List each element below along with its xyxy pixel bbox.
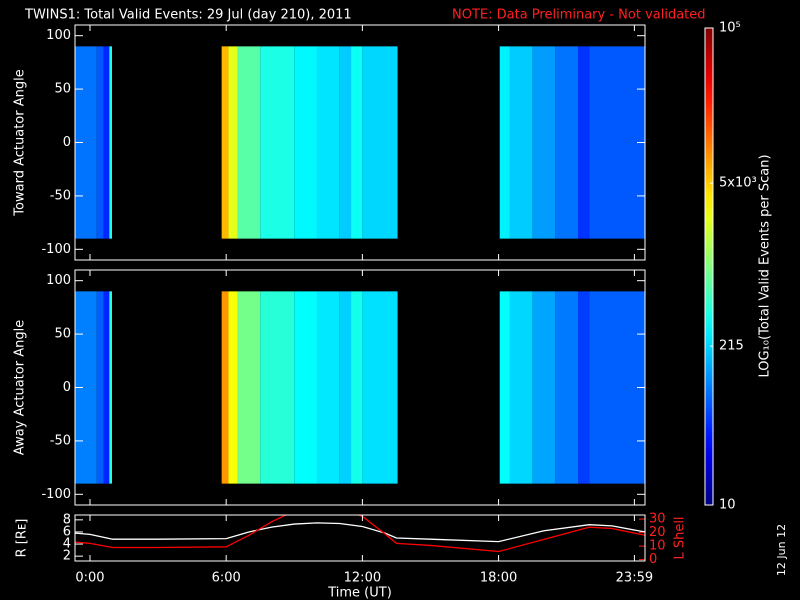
x-tick-label: 0:00 <box>75 571 104 586</box>
heatmap-cell <box>260 46 295 239</box>
x-tick-label: 6:00 <box>212 571 241 586</box>
y-axis-label: Away Actuator Angle <box>13 320 28 455</box>
colorbar-tick-label: 10⁵ <box>719 21 741 36</box>
heatmap-cell <box>362 291 398 484</box>
y-tick-label: -50 <box>50 188 71 203</box>
heatmap-cell <box>532 46 556 239</box>
y-tick-label: 4 <box>63 537 71 552</box>
line-group <box>75 515 645 553</box>
y-tick-label: -50 <box>50 433 71 448</box>
heatmap-cell <box>555 291 579 484</box>
y-tick-label: -100 <box>41 242 71 257</box>
y-tick-label: 100 <box>46 28 71 43</box>
heatmap-cell <box>578 46 590 239</box>
y-tick-label: 2 <box>63 549 71 564</box>
heatmap-cell <box>589 291 645 484</box>
colorbar <box>704 27 714 506</box>
x-axis-label: Time (UT) <box>327 586 392 600</box>
x-tick-label: 23:59 <box>616 571 653 586</box>
series-line <box>75 522 645 543</box>
colorbar-tick-label: 10 <box>719 498 736 513</box>
y-tick-label: 8 <box>63 512 71 527</box>
heatmap-cell <box>509 46 533 239</box>
heatmap-cell <box>499 291 510 484</box>
heatmap-cell <box>509 291 533 484</box>
heatmap-cell <box>103 46 110 239</box>
colorbar-label: LOG₁₀(Total Valid Events per Scan) <box>758 154 773 377</box>
y2-axis-label: L Shell <box>673 516 688 559</box>
heatmap-cell <box>294 291 317 484</box>
note: NOTE: Data Preliminary - Not validated <box>452 8 706 23</box>
y-axis-label: R [Rᴇ] <box>15 519 30 558</box>
y2-tick-label: 0 <box>649 552 657 567</box>
y-tick-label: 0 <box>63 135 71 150</box>
date-stamp: 12 Jun 12 <box>775 524 788 576</box>
series-line <box>75 515 645 553</box>
heatmap-cell <box>578 291 590 484</box>
y-tick-label: 6 <box>63 524 71 539</box>
y-tick-label: 50 <box>54 327 71 342</box>
heatmap-cell <box>532 291 556 484</box>
heatmap-cell <box>96 46 104 239</box>
heatmap-cell <box>339 291 352 484</box>
x-tick-label: 18:00 <box>480 571 517 586</box>
x-tick-label: 12:00 <box>344 571 381 586</box>
heatmap-cell <box>339 46 352 239</box>
y-tick-label: 100 <box>46 273 71 288</box>
y-tick-label: 50 <box>54 82 71 97</box>
heatmap-cell <box>75 46 97 239</box>
colorbar-tick-label: 215 <box>719 339 744 354</box>
y2-tick-label: 30 <box>649 512 666 527</box>
panel-frame <box>74 514 646 562</box>
heatmap-cell <box>499 46 510 239</box>
heatmap-cell <box>103 291 110 484</box>
heatmap-cell <box>316 291 340 484</box>
heatmap-cell <box>260 291 295 484</box>
heatmap-cell <box>228 291 238 484</box>
heatmap-cell <box>237 46 261 239</box>
y2-tick-label: 10 <box>649 539 666 554</box>
heatmap-cell <box>228 46 238 239</box>
heatmap-cell <box>96 291 104 484</box>
heatmap-cell <box>351 46 363 239</box>
heatmap-cell <box>316 46 340 239</box>
y-tick-label: -100 <box>41 487 71 502</box>
heatmap-cell <box>221 291 229 484</box>
heatmap-cell <box>221 46 229 239</box>
heatmap-cell <box>589 46 645 239</box>
heatmap-cell <box>351 291 363 484</box>
heatmap-cell <box>75 291 97 484</box>
heatmap-cell <box>237 291 261 484</box>
heatmap-cell <box>362 46 398 239</box>
colorbar-tick-label: 5x10³ <box>719 176 757 191</box>
y-tick-label: 0 <box>63 380 71 395</box>
heatmap-cell <box>294 46 317 239</box>
heatmap-cell <box>109 291 113 484</box>
heatmap-cell <box>555 46 579 239</box>
y2-tick-label: 20 <box>649 525 666 540</box>
chart-title: TWINS1: Total Valid Events: 29 Jul (day … <box>24 8 352 23</box>
heatmap-cell <box>109 46 113 239</box>
y-axis-label: Toward Actuator Angle <box>13 69 28 216</box>
